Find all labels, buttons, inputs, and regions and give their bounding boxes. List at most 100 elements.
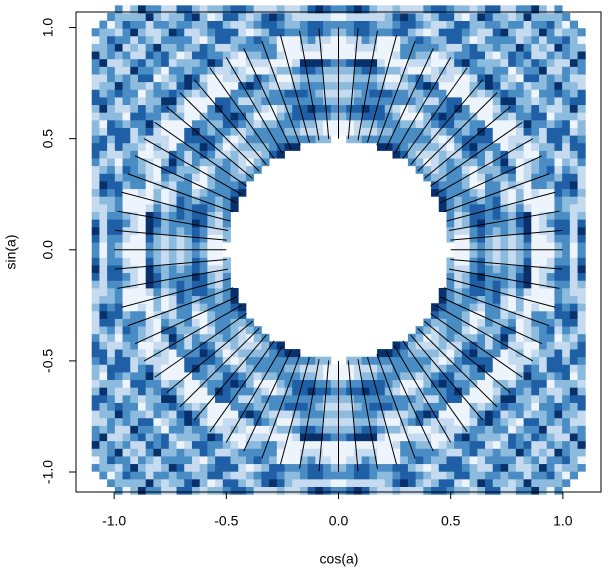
raster-cell (184, 104, 193, 113)
raster-cell (477, 43, 486, 52)
raster-cell (554, 433, 563, 442)
raster-cell (91, 318, 100, 327)
raster-cell (292, 81, 301, 90)
raster-cell (446, 203, 455, 212)
raster-cell (176, 486, 185, 495)
raster-cell (400, 74, 409, 83)
raster-cell (238, 478, 247, 487)
raster-cell (184, 280, 193, 289)
raster-cell (523, 242, 532, 251)
raster-cell (299, 74, 309, 83)
raster-cell (353, 5, 363, 14)
raster-cell (161, 196, 170, 205)
raster-cell (446, 5, 455, 14)
raster-cell (369, 28, 378, 37)
raster-cell (269, 387, 278, 396)
raster-cell (353, 43, 363, 52)
raster-cell (91, 188, 100, 197)
raster-cell (423, 127, 432, 136)
raster-cell (469, 43, 478, 52)
raster-cell (99, 310, 108, 319)
raster-cell (492, 410, 501, 419)
raster-cell (130, 158, 139, 167)
raster-cell (431, 379, 440, 388)
raster-cell (176, 226, 185, 235)
raster-cell (145, 20, 154, 29)
raster-cell (130, 81, 139, 90)
raster-cell (99, 318, 108, 327)
segment (439, 296, 543, 345)
raster-cell (323, 97, 332, 106)
raster-cell (199, 226, 208, 235)
raster-cell (168, 287, 177, 297)
raster-cell (361, 448, 370, 457)
raster-cell (191, 295, 201, 304)
segment (127, 287, 234, 327)
raster-cell (137, 127, 147, 136)
raster-cell (569, 249, 578, 258)
raster-cell (245, 478, 255, 487)
raster-cell (508, 448, 517, 457)
raster-cell (554, 478, 563, 487)
raster-cell (215, 203, 224, 212)
raster-cell (130, 35, 139, 44)
raster-cell (554, 135, 563, 144)
raster-cell (515, 81, 524, 90)
x-tick-label: 0.0 (329, 513, 349, 529)
raster-cell (569, 463, 578, 472)
raster-cell (222, 112, 231, 121)
raster-cell (238, 188, 247, 197)
raster-cell (269, 448, 278, 457)
raster-cell (407, 425, 417, 434)
raster-cell (577, 150, 586, 159)
raster-cell (377, 81, 386, 90)
raster-cell (454, 158, 463, 167)
raster-cell (446, 295, 455, 304)
raster-cell (492, 119, 501, 128)
raster-cell (276, 20, 285, 29)
raster-cell (531, 433, 540, 442)
raster-cell (161, 318, 170, 327)
raster-cell (207, 12, 216, 22)
raster-cell (269, 58, 278, 67)
raster-cell (91, 203, 100, 212)
raster-cell (299, 127, 309, 136)
raster-cell (369, 356, 378, 365)
raster-cell (485, 5, 494, 14)
raster-cell (230, 394, 239, 403)
raster-cell (184, 287, 193, 297)
raster-cell (485, 173, 494, 182)
raster-cell (515, 249, 524, 258)
raster-cell (145, 142, 154, 151)
raster-cell (137, 74, 147, 83)
raster-cell (562, 417, 571, 426)
raster-cell (554, 5, 563, 14)
raster-cell (215, 150, 224, 159)
raster-cell (238, 181, 247, 190)
raster-cell (531, 349, 540, 358)
raster-cell (539, 12, 548, 22)
raster-cell (500, 5, 509, 14)
raster-cell (477, 242, 486, 251)
raster-cell (238, 51, 247, 60)
raster-cell (407, 12, 417, 22)
raster-cell (207, 417, 216, 426)
raster-cell (122, 35, 131, 44)
raster-cell (114, 97, 123, 106)
raster-cell (461, 127, 471, 136)
raster-cell (384, 471, 393, 480)
raster-cell (446, 58, 455, 67)
raster-cell (577, 303, 586, 312)
raster-cell (207, 379, 216, 388)
raster-cell (515, 150, 524, 159)
raster-cell (176, 448, 185, 457)
raster-cell (122, 349, 131, 358)
raster-cell (137, 150, 147, 159)
raster-cell (454, 219, 463, 228)
raster-cell (130, 135, 139, 144)
raster-cell (176, 51, 185, 60)
raster-cell (137, 410, 147, 419)
raster-cell (168, 425, 177, 434)
raster-cell (415, 135, 424, 144)
raster-cell (554, 119, 563, 128)
